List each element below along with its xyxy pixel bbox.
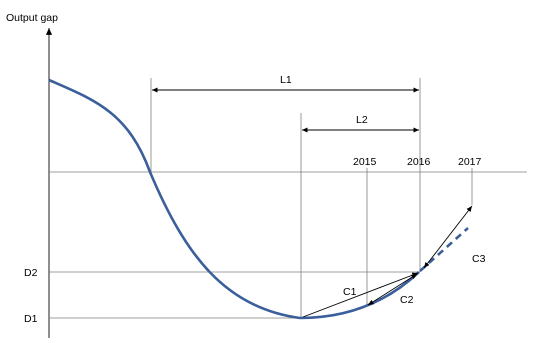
year-label-2017: 2017 [458,156,482,168]
span-label-l2: L2 [356,114,368,126]
year-label-2015: 2015 [353,156,377,168]
span-label-l1: L1 [280,74,292,86]
chord-c2 [367,273,418,306]
year-label-2016: 2016 [407,156,431,168]
level-label-d1: D1 [24,313,38,325]
segment-label-c1: C1 [343,286,357,298]
segment-label-c2: C2 [400,294,414,306]
segment-label-c3: C3 [472,253,486,265]
level-label-d2: D2 [24,267,38,279]
output-gap-curve [48,78,420,320]
chord-c3 [423,205,473,269]
y-axis-label: Output gap [6,12,58,24]
